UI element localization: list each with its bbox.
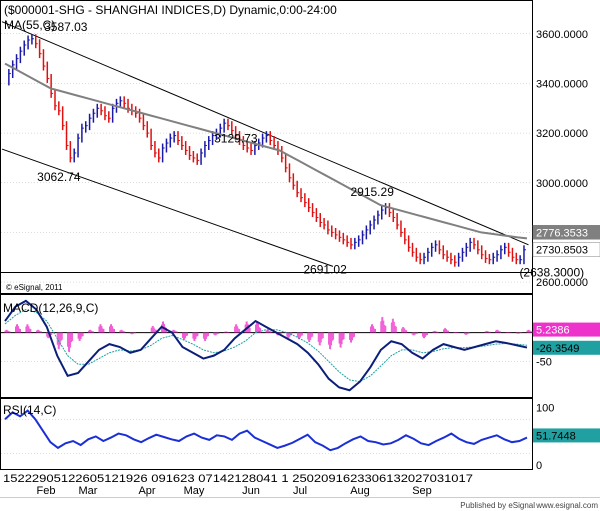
rsi-tick-label: 0: [536, 460, 542, 472]
price-annotation: 2915.29: [350, 185, 394, 199]
macd-signal-line: [4, 308, 528, 383]
rsi-line: [4, 409, 528, 452]
month-label: May: [184, 485, 205, 497]
month-label: Feb: [37, 485, 56, 497]
price-annotation: (2638.3000): [519, 266, 584, 280]
x-axis-month-labels: Feb Mar Apr May Jun Jul Aug Sep: [37, 485, 432, 497]
month-label: Jul: [293, 485, 307, 497]
month-label: Aug: [350, 485, 370, 497]
price-tick-label: 3200.0000: [536, 128, 588, 140]
price-last-value-box: [532, 225, 600, 240]
price-annotation: 3062.74: [37, 170, 81, 184]
price-last-value: 2776.3533: [536, 227, 588, 239]
price-annotation: 3129.73: [214, 132, 258, 146]
trend-channel: [1, 21, 532, 274]
ma-55-line: [4, 62, 528, 240]
price-annotations: 3587.03 3129.73 3062.74 2915.29 2691.02 (2638…: [37, 20, 584, 280]
price-last-value: 2730.8503: [536, 245, 588, 257]
rsi-last-value-box: [533, 428, 600, 443]
macd-histogram: [4, 316, 533, 353]
rsi-label: RSI(14,C): [3, 403, 56, 417]
macd-line: [4, 299, 528, 392]
price-panel: 3587.03 3129.73 3062.74 2915.29 2691.02 (2638…: [0, 0, 584, 294]
macd-last-value: -26.3549: [536, 343, 579, 355]
rsi-tick-label: 100: [536, 403, 554, 415]
price-tick-label: 3400.0000: [536, 78, 588, 90]
price-last-value-box: [532, 242, 600, 257]
chart-title: ($000001-SHG - SHANGHAI INDICES,D) Dynam…: [4, 3, 337, 17]
macd-last-values: 5.2386 -26.3549: [533, 322, 600, 355]
macd-label: MACD(12,26,9,C): [3, 301, 98, 315]
footer-site: www.esignal.com: [535, 501, 598, 510]
channel-lower-line: [1, 148, 334, 267]
rsi-last-value: 51.7448: [536, 430, 576, 442]
macd-last-value: 5.2386: [536, 325, 570, 337]
footer-publisher: Published by eSignal: [460, 501, 535, 510]
price-annotation: 2691.02: [303, 262, 347, 276]
macd-last-value-box: [533, 322, 600, 337]
month-label: Jun: [242, 485, 260, 497]
price-tick-label: 3000.0000: [536, 178, 588, 190]
ma-label: MA(55,C): [4, 18, 55, 32]
price-last-values: 2776.3533 2730.8503: [532, 225, 600, 257]
price-tick-label: 3600.0000: [536, 29, 588, 41]
month-label: Mar: [79, 485, 98, 497]
macd-panel: MACD(12,26,9,C): [0, 294, 533, 398]
rsi-panel: RSI(14,C): [0, 398, 533, 470]
month-label: Apr: [138, 485, 155, 497]
month-label: Sep: [412, 485, 432, 497]
price-tick-label: 2600.0000: [536, 277, 588, 289]
x-axis-day-labels: 15222905122605121926 091623 07142128041 …: [3, 473, 473, 485]
macd-last-value-box: [533, 340, 600, 355]
footer-bar: [0, 497, 600, 511]
channel-upper-line: [1, 21, 529, 246]
rsi-last-values: 51.7448: [533, 428, 600, 443]
price-annotation: 3587.03: [44, 20, 88, 34]
macd-tick-label: -50: [536, 356, 552, 368]
watermark: © eSignal, 2011: [6, 283, 63, 292]
